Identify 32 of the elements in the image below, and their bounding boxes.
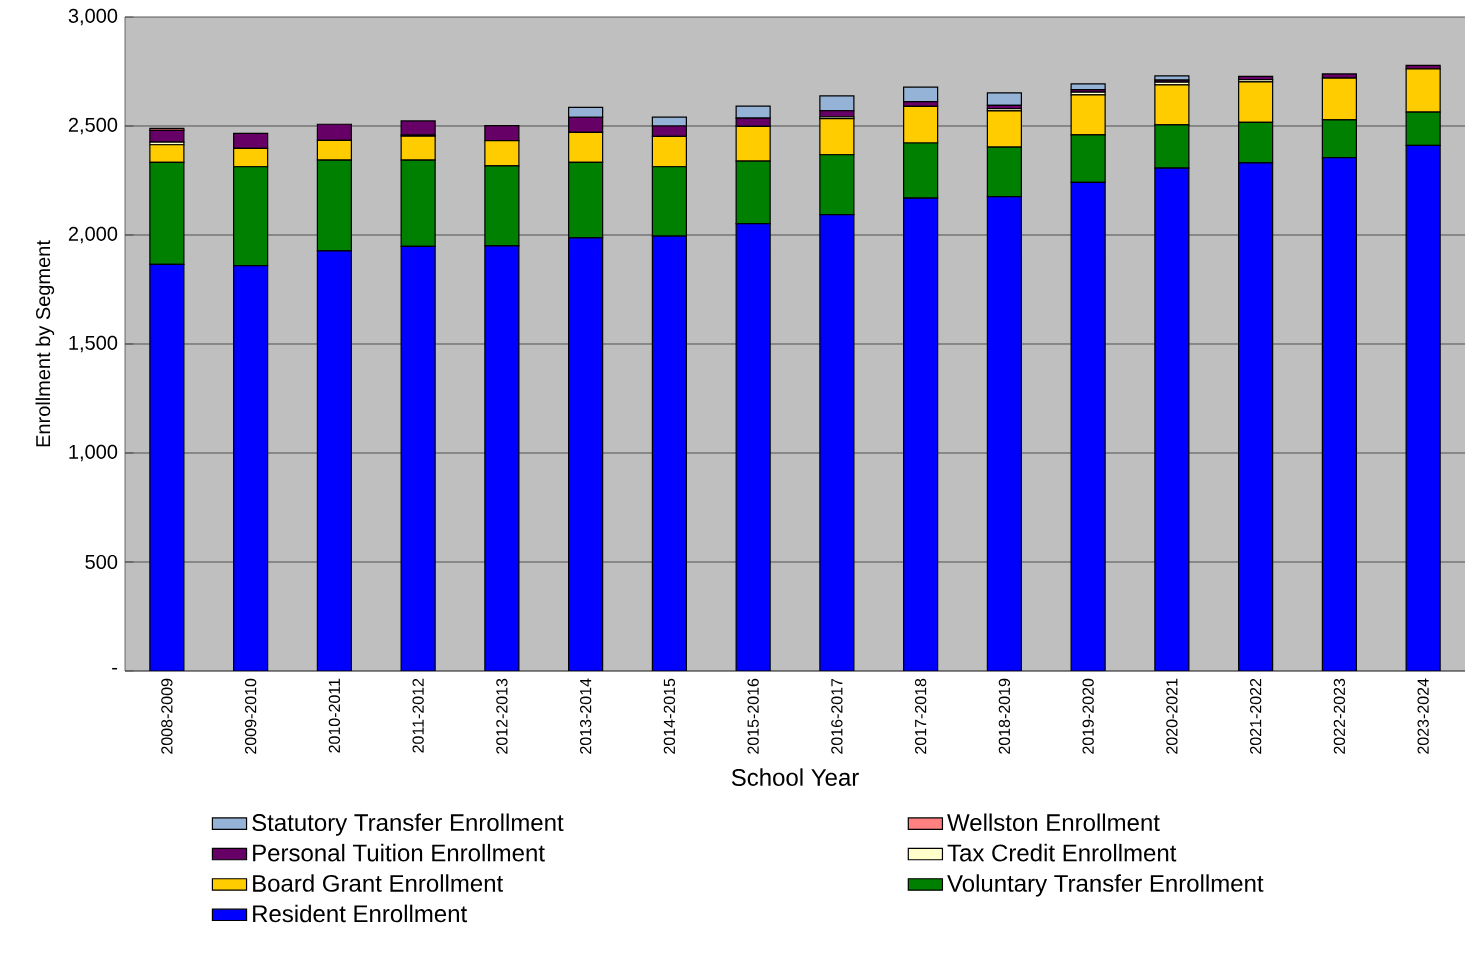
x-tick-label: 2016-2017 [831,678,843,754]
legend-label: Personal Tuition Enrollment [253,843,545,862]
legend-label: Tax Credit Enrollment [947,843,1177,862]
legend-label: Voluntary Transfer Enrollment [947,874,1264,897]
x-tick-label: 2022-2023 [1333,678,1346,754]
x-tick-label: 2012-2013 [496,678,508,754]
x-tick-label: 2008-2009 [161,678,173,754]
x-tick-label: 2015-2016 [747,678,759,754]
y-tick-label: 1,500 [69,335,118,353]
y-tick-label: 3,000 [68,8,118,26]
x-tick-label: 2011-2012 [412,678,424,753]
y-tick-label: 2,500 [68,117,118,135]
y-axis-title: Enrollment by Segment [35,240,55,447]
x-tick-label: 2009-2010 [244,678,257,754]
x-tick-label: 2010-2011 [328,678,341,753]
x-tick-label: 2023-2024 [1417,678,1429,754]
y-tick-label: 1,000 [69,444,118,462]
y-tick-label: 2,000 [68,226,118,244]
x-axis-title: School Year [731,768,859,786]
x-tick-label: 2014-2015 [663,678,676,754]
x-tick-label: 2017-2018 [914,678,927,754]
legend-label: Statutory Transfer Enrollment [252,813,564,836]
legend-label: Resident Enrollment [253,904,468,923]
x-tick-label: 2013-2014 [579,678,592,754]
x-tick-label: 2021-2022 [1249,678,1262,754]
legend-label: Board Grant Enrollment [253,874,504,892]
y-tick-label: - [112,667,118,670]
x-tick-label: 2020-2021 [1166,678,1178,754]
x-tick-label: 2019-2020 [1082,678,1094,754]
x-tick-label: 2018-2019 [998,678,1011,754]
legend-label: Wellston Enrollment [947,813,1160,832]
y-tick-label: 500 [85,554,118,570]
